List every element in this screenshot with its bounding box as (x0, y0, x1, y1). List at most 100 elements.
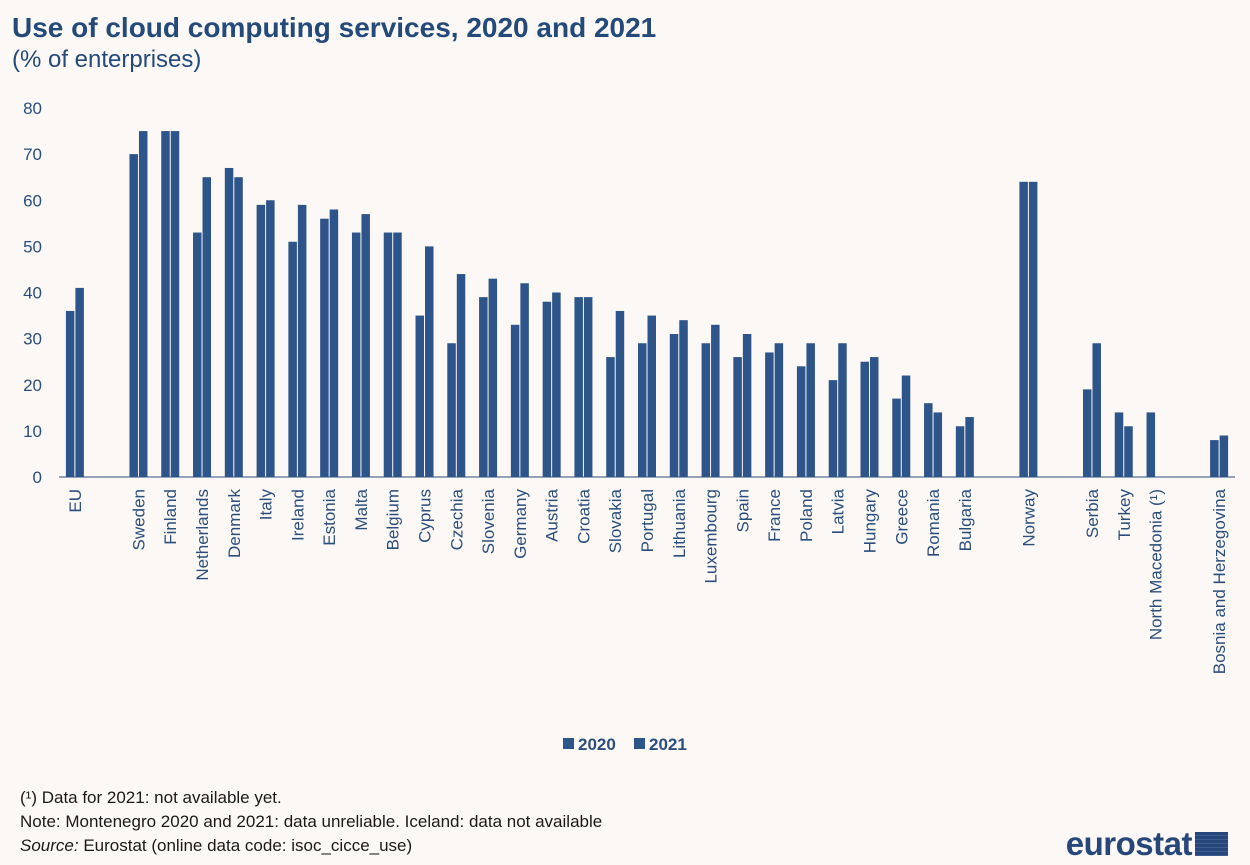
bar-2020 (701, 343, 711, 477)
bar-2021 (615, 310, 625, 477)
bar-2020 (320, 218, 329, 477)
data-note: Note: Montenegro 2020 and 2021: data unr… (20, 812, 603, 831)
bar-2020 (510, 324, 520, 477)
x-tick-label: Norway (1019, 489, 1038, 547)
logo-flag-icon (1195, 832, 1228, 856)
bar-2020 (224, 167, 234, 477)
bar-2021 (488, 278, 498, 477)
y-tick-label: 80 (23, 99, 42, 118)
x-tick-label: Germany (511, 489, 530, 559)
x-tick-label: Poland (797, 489, 816, 542)
x-tick-label: Bulgaria (956, 488, 975, 551)
x-tick-label: Slovenia (479, 488, 498, 554)
bar-2021 (297, 204, 307, 478)
bar-2021 (901, 375, 911, 477)
bar-2021 (1219, 435, 1229, 477)
bar-2021 (329, 209, 339, 477)
y-tick-label: 50 (23, 237, 42, 256)
x-tick-label: Belgium (384, 489, 403, 550)
x-tick-label: Sweden (129, 489, 148, 550)
x-tick-label: Croatia (574, 488, 593, 543)
bar-2020 (479, 297, 488, 477)
bar-2021 (869, 357, 879, 477)
bar-2020 (924, 403, 933, 477)
bar-2021 (520, 283, 529, 477)
bar-2020 (542, 301, 552, 477)
bar-2021 (75, 287, 84, 477)
x-tick-label: Austria (543, 488, 562, 541)
x-tick-label: Estonia (320, 488, 339, 545)
bar-2020 (955, 426, 965, 477)
bar-2021 (266, 200, 275, 477)
chart-title: Use of cloud computing services, 2020 an… (12, 12, 657, 43)
bar-2020 (1114, 412, 1124, 477)
bar-2020 (415, 315, 425, 477)
y-tick-label: 70 (23, 145, 42, 164)
bar-2021 (838, 343, 847, 477)
source-text: Eurostat (online data code: isoc_cicce_u… (78, 836, 413, 855)
eurostat-logo: eurostat (1066, 825, 1228, 863)
bar-2021 (711, 324, 720, 477)
x-tick-label: Romania (924, 488, 943, 557)
bar-2020 (1019, 181, 1028, 478)
bar-chart: 0 10 20 30 40 50 60 70 80 EU Sweden Finland Netherla… (23, 99, 1235, 754)
x-tick-label: Lithuania (670, 488, 689, 558)
bar-2020 (796, 366, 806, 477)
legend-swatch (563, 738, 574, 749)
x-tick-label: Luxembourg (702, 489, 721, 584)
x-tick-label: Ireland (288, 489, 307, 541)
bar-2021 (170, 131, 180, 477)
bar-2020 (161, 131, 170, 477)
legend-swatch (634, 738, 645, 749)
x-tick-label: Finland (161, 489, 180, 545)
bar-2020 (574, 297, 583, 477)
bar-2021 (679, 320, 688, 477)
bar-2020 (288, 241, 297, 477)
bar-2020 (638, 343, 647, 477)
bar-2021 (425, 246, 434, 477)
x-tick-label: Malta (352, 488, 371, 530)
y-tick-label: 40 (23, 284, 42, 303)
bar-2020 (828, 380, 838, 477)
bar-2021 (583, 297, 593, 477)
y-tick-label: 10 (23, 422, 42, 441)
x-tick-label: Hungary (860, 489, 879, 554)
bar-2021 (202, 177, 212, 477)
x-tick-label: Slovakia (606, 488, 625, 553)
y-tick-label: 20 (23, 376, 42, 395)
x-tick-label: Turkey (1115, 489, 1134, 541)
bar-2021 (965, 417, 974, 477)
chart-subtitle: (% of enterprises) (12, 46, 202, 73)
bar-2021 (138, 131, 148, 477)
bar-2020 (447, 343, 456, 477)
bar-2020 (1146, 412, 1156, 477)
bar-2021 (393, 232, 402, 477)
x-tick-label: Netherlands (193, 489, 212, 581)
legend-label: 2020 (578, 735, 616, 754)
bar-2021 (552, 292, 561, 477)
bar-2021 (742, 334, 752, 477)
x-tick-label: Cyprus (416, 489, 435, 543)
source-line: Source: Eurostat (online data code: isoc… (20, 834, 602, 858)
x-tick-label: Italy (257, 489, 276, 521)
bar-2020 (733, 357, 742, 477)
x-tick-label: Czechia (447, 488, 466, 550)
bar-2020 (256, 204, 266, 478)
footnote: (¹) Data for 2021: not available yet. (20, 788, 282, 807)
bar-2021 (1028, 181, 1038, 478)
y-tick-label: 60 (23, 191, 42, 210)
y-tick-label: 0 (33, 468, 42, 487)
bar-2021 (933, 412, 943, 477)
bar-2021 (1124, 426, 1133, 477)
bar-2020 (606, 357, 615, 477)
bar-2020 (765, 352, 774, 477)
bar-2020 (892, 398, 901, 477)
x-tick-label: France (765, 489, 784, 542)
bar-2020 (1210, 440, 1219, 477)
bar-2020 (1082, 389, 1092, 477)
bar-2021 (647, 315, 656, 477)
bar-2020 (669, 334, 679, 477)
bar-2021 (234, 177, 243, 477)
bar-2020 (351, 232, 361, 477)
chart-notes: (¹) Data for 2021: not available yet. No… (20, 786, 602, 858)
